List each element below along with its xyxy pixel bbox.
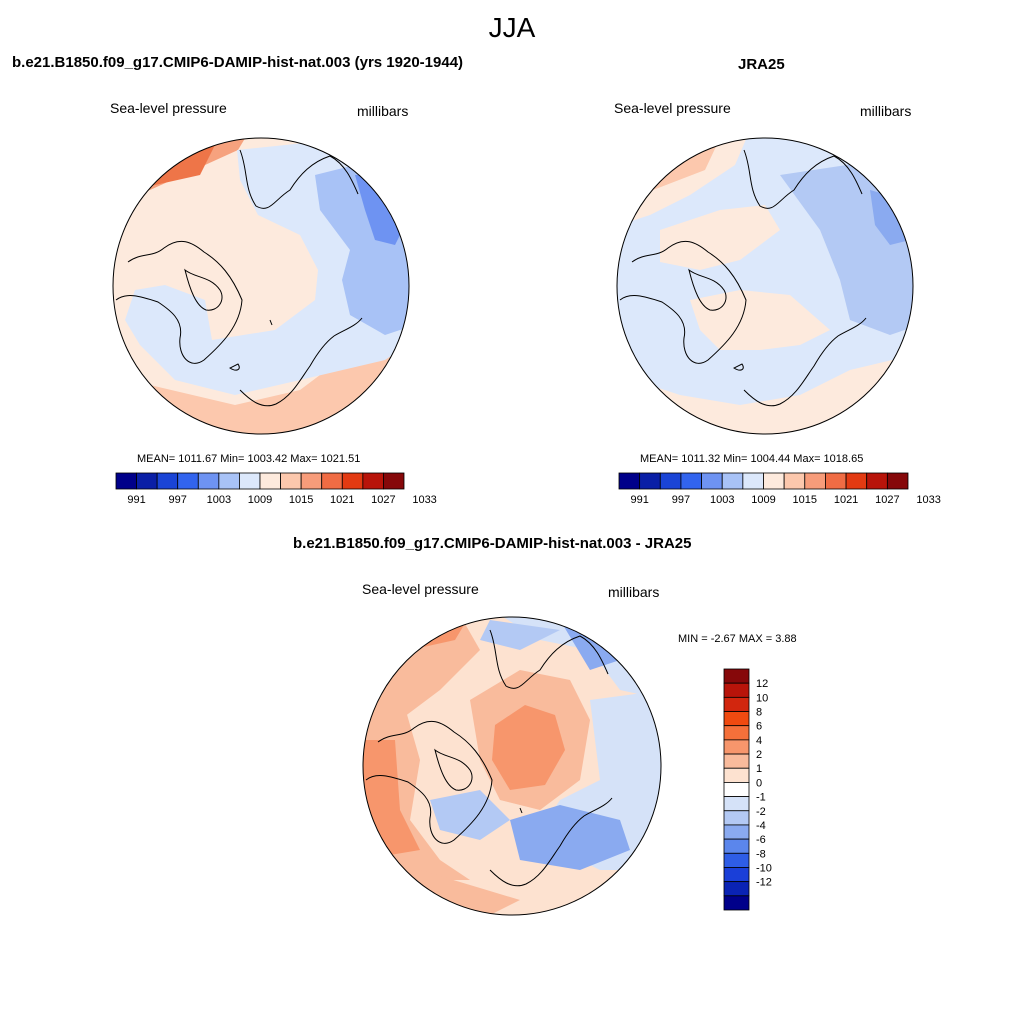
colorbar-reanalysis-tick-label: 1009 bbox=[751, 494, 775, 506]
colorbar-reanalysis-tick-label: 991 bbox=[630, 494, 648, 506]
variable-label-difference: Sea-level pressure bbox=[362, 581, 479, 597]
colorbar-reanalysis-swatch bbox=[639, 472, 661, 490]
colorbar-difference-swatch bbox=[723, 696, 750, 712]
colorbar-difference-tick-label: -2 bbox=[756, 806, 766, 818]
colorbar-model-swatch bbox=[321, 472, 343, 490]
figure-title: JJA bbox=[488, 12, 536, 43]
stats-model: MEAN= 1011.67 Min= 1003.42 Max= 1021.51 bbox=[137, 453, 361, 465]
colorbar-model: 991 997 1003 1009 1015 1021 1027 1033 bbox=[115, 472, 437, 506]
colorbar-model-tick-label: 1033 bbox=[412, 494, 436, 506]
colorbar-difference-swatch bbox=[723, 782, 750, 797]
colorbar-model-swatch bbox=[136, 472, 158, 490]
colorbar-reanalysis-swatch bbox=[866, 472, 888, 490]
colorbar-difference-tick-label: 8 bbox=[756, 707, 762, 719]
map-difference bbox=[362, 616, 662, 916]
colorbar-difference-tick-label: -10 bbox=[756, 862, 772, 874]
colorbar-difference-swatch bbox=[723, 824, 750, 840]
colorbar-difference-tick-label: 1 bbox=[756, 763, 762, 775]
colorbar-reanalysis-swatch bbox=[701, 472, 723, 490]
colorbar-reanalysis-tick-label: 1003 bbox=[710, 494, 734, 506]
colorbar-difference-swatch bbox=[723, 796, 750, 812]
units-label-model: millibars bbox=[357, 103, 409, 119]
colorbar-difference-tick-label: -12 bbox=[756, 877, 772, 889]
colorbar-difference-tick-label: 2 bbox=[756, 749, 762, 761]
colorbar-difference-swatch bbox=[723, 711, 750, 727]
colorbar-model-tick-label: 991 bbox=[127, 494, 145, 506]
colorbar-difference-tick-label: -8 bbox=[756, 848, 766, 860]
colorbar-model-tick-label: 1009 bbox=[248, 494, 272, 506]
colorbar-reanalysis-swatch bbox=[804, 472, 826, 490]
colorbar-reanalysis-swatch bbox=[886, 472, 909, 490]
colorbar-model-tick-label: 1021 bbox=[330, 494, 354, 506]
units-label-difference: millibars bbox=[608, 584, 660, 600]
units-label-reanalysis: millibars bbox=[860, 103, 912, 119]
colorbar-difference-tick-label: -6 bbox=[756, 834, 766, 846]
colorbar-reanalysis-swatch bbox=[845, 472, 868, 490]
colorbar-reanalysis-swatch bbox=[659, 472, 682, 490]
colorbar-reanalysis: 991 997 1003 1009 1015 1021 1027 1033 bbox=[618, 472, 941, 506]
colorbar-difference-swatch bbox=[723, 767, 750, 783]
colorbar-model-tick-label: 1015 bbox=[289, 494, 313, 506]
colorbar-model-swatch bbox=[197, 472, 220, 490]
colorbar-reanalysis-swatch bbox=[680, 472, 702, 490]
colorbar-model-swatch bbox=[218, 472, 240, 490]
colorbar-reanalysis-swatch bbox=[825, 472, 847, 490]
stats-reanalysis: MEAN= 1011.32 Min= 1004.44 Max= 1018.65 bbox=[640, 453, 864, 465]
variable-label-reanalysis: Sea-level pressure bbox=[614, 100, 731, 116]
variable-label-model: Sea-level pressure bbox=[110, 100, 227, 116]
colorbar-model-swatch bbox=[362, 472, 384, 490]
colorbar-difference-swatch bbox=[723, 682, 750, 698]
colorbar-difference-swatch bbox=[723, 810, 750, 826]
colorbar-reanalysis-swatch bbox=[763, 472, 785, 490]
colorbar-difference-tick-label: 4 bbox=[756, 735, 762, 747]
colorbar-model-tick-label: 1027 bbox=[371, 494, 395, 506]
colorbar-reanalysis-swatch bbox=[721, 472, 744, 490]
colorbar-model-tick-label: 997 bbox=[169, 494, 187, 506]
map-model bbox=[112, 137, 410, 435]
colorbar-difference-tick-label: 6 bbox=[756, 721, 762, 733]
colorbar-difference-swatch bbox=[723, 739, 750, 755]
colorbar-reanalysis-swatch bbox=[618, 472, 641, 490]
colorbar-difference-swatch bbox=[723, 867, 750, 883]
colorbar-reanalysis-tick-label: 1015 bbox=[793, 494, 817, 506]
colorbar-model-swatch bbox=[115, 472, 137, 490]
colorbar-model-swatch bbox=[239, 472, 261, 490]
colorbar-reanalysis-tick-label: 1033 bbox=[916, 494, 940, 506]
colorbar-difference-swatch bbox=[723, 668, 750, 684]
colorbar-difference-tick-label: 12 bbox=[756, 678, 768, 690]
panel-title-difference: b.e21.B1850.f09_g17.CMIP6-DAMIP-hist-nat… bbox=[293, 535, 692, 552]
stats-difference: MIN = -2.67 MAX = 3.88 bbox=[678, 633, 797, 645]
map-reanalysis bbox=[616, 137, 914, 435]
colorbar-reanalysis-tick-label: 1027 bbox=[875, 494, 899, 506]
colorbar-reanalysis-tick-label: 1021 bbox=[834, 494, 858, 506]
colorbar-difference-swatch bbox=[723, 881, 750, 897]
colorbar-model-swatch bbox=[300, 472, 323, 490]
colorbar-difference-swatch bbox=[723, 838, 750, 854]
colorbar-difference-tick-label: 10 bbox=[756, 692, 768, 704]
colorbar-model-swatch bbox=[156, 472, 179, 490]
colorbar-difference-swatch bbox=[723, 725, 750, 741]
colorbar-model-swatch bbox=[280, 472, 302, 490]
colorbar-model-tick-label: 1003 bbox=[207, 494, 231, 506]
colorbar-difference-swatch bbox=[723, 852, 750, 868]
colorbar-model-swatch bbox=[383, 472, 405, 490]
colorbar-model-swatch bbox=[341, 472, 364, 490]
panel-title-model: b.e21.B1850.f09_g17.CMIP6-DAMIP-hist-nat… bbox=[12, 54, 464, 71]
colorbar-reanalysis-swatch bbox=[783, 472, 806, 490]
panel-title-reanalysis: JRA25 bbox=[738, 56, 785, 73]
colorbar-model-swatch bbox=[259, 472, 281, 490]
colorbar-difference-tick-label: 0 bbox=[756, 777, 762, 789]
colorbar-difference-tick-label: -1 bbox=[756, 792, 766, 804]
colorbar-difference-tick-label: -4 bbox=[756, 820, 766, 832]
colorbar-model-swatch bbox=[177, 472, 199, 490]
colorbar-reanalysis-swatch bbox=[742, 472, 764, 490]
colorbar-difference-swatch bbox=[723, 753, 750, 769]
colorbar-difference-swatch bbox=[723, 895, 750, 911]
colorbar-reanalysis-tick-label: 997 bbox=[672, 494, 690, 506]
